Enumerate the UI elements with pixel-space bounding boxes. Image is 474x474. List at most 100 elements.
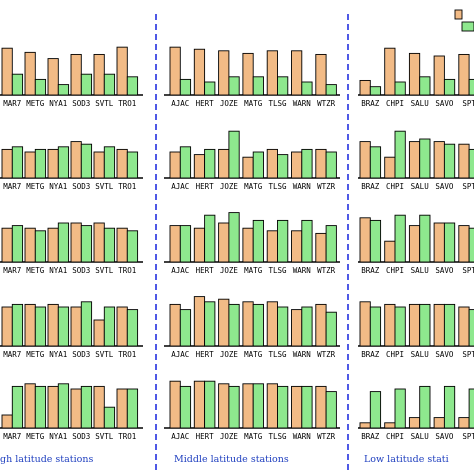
- bar-panel5-WTZR-series-a: [315, 385, 327, 429]
- tick-label-NYA1: NYA1: [49, 182, 67, 191]
- tick-label-SAVO: SAVO: [435, 266, 454, 275]
- bar-panel2-METG-series-a: [24, 151, 36, 179]
- bar-panel2-SAVO-series-a: [433, 141, 445, 179]
- tick-label-NYA1: NYA1: [49, 432, 67, 441]
- tick-label-SPT: SPT: [462, 266, 474, 275]
- bar-panel2-SVTL-series-a: [93, 151, 105, 179]
- bar-panel5-JOZE-series-b: [228, 385, 240, 429]
- bar-panel3-SALU-series-a: [408, 225, 421, 263]
- bar-panel2-WTZR-series-a: [315, 148, 327, 179]
- tick-label-JOZE: JOZE: [220, 99, 239, 108]
- bar-panel3-WTZR-series-b: [325, 225, 337, 263]
- bar-panel5-SAVO-series-b: [443, 385, 456, 429]
- bar-panel1-WTZR-series-b: [325, 84, 337, 96]
- bar-panel5-MATG-series-b: [252, 383, 264, 429]
- bar-panel1-AJAC-series-b: [179, 78, 192, 96]
- tick-label-HERT: HERT: [196, 432, 215, 441]
- group-label-3: Low latitude stati: [364, 454, 449, 465]
- bar-panel1-MATG-series-b: [252, 76, 264, 96]
- bar-panel4-MAR7-series-a: [1, 306, 13, 347]
- bar-panel5-SALU-series-b: [419, 385, 431, 429]
- tick-label-NYA1: NYA1: [49, 350, 67, 359]
- bar-panel5-BRAZ-series-a: [359, 422, 371, 429]
- bar-panel4-MATG-series-b: [252, 303, 264, 347]
- tick-label-NYA1: NYA1: [49, 99, 67, 108]
- bar-panel1-NYA1-series-a: [47, 58, 59, 96]
- bar-panel1-JOZE-series-a: [218, 50, 230, 96]
- bar-panel1-JOZE-series-b: [228, 76, 240, 96]
- tick-label-BRAZ: BRAZ: [361, 99, 380, 108]
- bar-panel4-SVTL-series-a: [93, 319, 105, 347]
- tick-label-BRAZ: BRAZ: [361, 350, 380, 359]
- bar-panel1-METG-series-a: [24, 51, 36, 96]
- tick-label-MATG: MATG: [244, 350, 263, 359]
- tick-label-SVTL: SVTL: [95, 182, 114, 191]
- bar-panel4-HERT-series-a: [193, 296, 206, 347]
- bar-panel4-NYA1-series-b: [57, 306, 70, 347]
- bar-panel4-METG-series-a: [24, 303, 36, 347]
- bar-panel2-MAR7-series-a: [1, 148, 13, 179]
- bar-panel2-JOZE-series-a: [218, 148, 230, 179]
- bar-panel4-WTZR-series-b: [325, 311, 337, 347]
- bar-panel4-TRO1-series-b: [126, 309, 139, 347]
- bar-panel4-SALU-series-b: [419, 303, 431, 347]
- bar-panel1-SPT-series-a: [458, 53, 470, 96]
- tick-label-METG: METG: [26, 266, 45, 275]
- bar-panel4-CHPI-series-b: [394, 306, 406, 347]
- bar-panel5-METG-series-b: [34, 385, 47, 429]
- bar-panel2-MATG-series-a: [242, 156, 254, 179]
- bar-panel2-TLSG-series-a: [266, 148, 278, 179]
- bar-panel4-SPT-series-a: [458, 306, 470, 347]
- bar-panel1-WTZR-series-a: [315, 53, 327, 96]
- bar-panel5-MAR7-series-b: [11, 385, 24, 429]
- bar-panel5-AJAC-series-a: [169, 380, 181, 429]
- legend: [454, 9, 474, 32]
- bar-panel2-NYA1-series-b: [57, 146, 70, 179]
- tick-label-HERT: HERT: [196, 99, 215, 108]
- bar-panel3-WTZR-series-a: [315, 232, 327, 263]
- tick-label-SALU: SALU: [411, 350, 429, 359]
- bar-panel3-SAVO-series-a: [433, 222, 445, 263]
- tick-label-WTZR: WTZR: [317, 432, 336, 441]
- bar-panel1-METG-series-b: [34, 78, 47, 96]
- bar-panel3-SOD3-series-b: [80, 225, 93, 263]
- bar-panel4-CHPI-series-a: [384, 303, 396, 347]
- bar-panel3-NYA1-series-b: [57, 222, 70, 263]
- bar-panel1-CHPI-series-a: [384, 47, 396, 96]
- bar-panel4-METG-series-b: [34, 306, 47, 347]
- bar-panel2-BRAZ-series-a: [359, 141, 371, 179]
- bar-panel3-JOZE-series-b: [228, 212, 240, 263]
- bar-panel5-METG-series-a: [24, 383, 36, 429]
- tick-label-SAVO: SAVO: [435, 99, 454, 108]
- tick-label-METG: METG: [26, 182, 45, 191]
- tick-label-CHPI: CHPI: [386, 99, 404, 108]
- tick-label-SOD3: SOD3: [72, 350, 90, 359]
- bar-panel2-WARN-series-b: [301, 148, 313, 179]
- tick-label-TRO1: TRO1: [118, 432, 136, 441]
- tick-label-SALU: SALU: [411, 432, 429, 441]
- bar-panel1-NYA1-series-b: [57, 84, 70, 96]
- bar-panel1-SOD3-series-a: [70, 53, 82, 96]
- tick-label-AJAC: AJAC: [171, 432, 189, 441]
- tick-label-WTZR: WTZR: [317, 350, 336, 359]
- bar-panel5-CHPI-series-a: [384, 422, 396, 429]
- tick-label-TLSG: TLSG: [268, 99, 287, 108]
- bar-panel2-SVTL-series-b: [103, 146, 116, 179]
- bar-panel3-TLSG-series-b: [277, 219, 289, 263]
- tick-label-SOD3: SOD3: [72, 182, 90, 191]
- bar-panel3-BRAZ-series-b: [369, 219, 382, 263]
- tick-label-WTZR: WTZR: [317, 266, 336, 275]
- bar-panel2-AJAC-series-b: [179, 146, 192, 179]
- tick-label-MAR7: MAR7: [3, 432, 21, 441]
- bar-panel5-NYA1-series-b: [57, 383, 70, 429]
- bar-panel5-JOZE-series-a: [218, 383, 230, 429]
- tick-label-JOZE: JOZE: [220, 432, 239, 441]
- tick-label-MATG: MATG: [244, 432, 263, 441]
- tick-label-HERT: HERT: [196, 182, 215, 191]
- bar-panel5-SAVO-series-a: [433, 417, 445, 429]
- bar-panel3-SALU-series-b: [419, 214, 431, 263]
- tick-label-SPT: SPT: [462, 182, 474, 191]
- bar-panel4-WTZR-series-a: [315, 303, 327, 347]
- tick-label-SOD3: SOD3: [72, 99, 90, 108]
- bar-panel2-SALU-series-b: [419, 138, 431, 179]
